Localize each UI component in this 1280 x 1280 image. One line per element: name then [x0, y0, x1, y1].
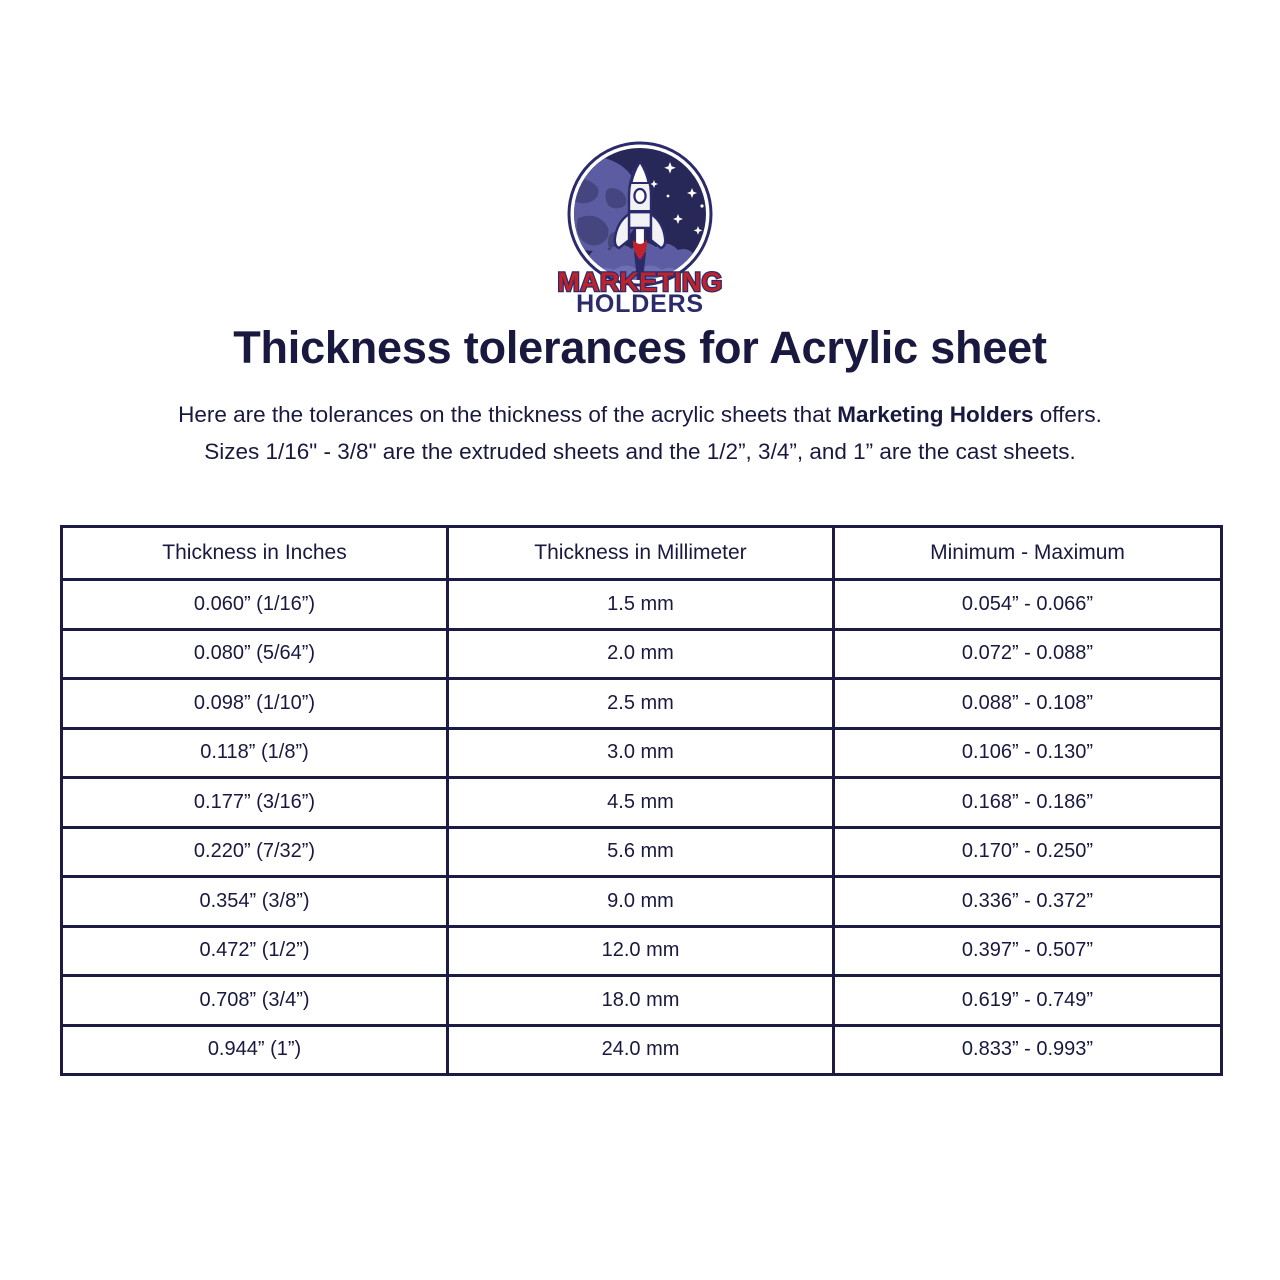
cell-min-max: 0.106” - 0.130”	[832, 726, 1223, 779]
cell-thickness-inches: 0.098” (1/10”)	[60, 677, 449, 730]
tolerance-table: Thickness in Inches Thickness in Millime…	[60, 525, 1223, 1076]
table-row: 0.098” (1/10”) 2.5 mm 0.088” - 0.108”	[60, 677, 1223, 730]
table-head: Thickness in Inches Thickness in Millime…	[60, 525, 1223, 581]
subtitle-line1-before: Here are the tolerances on the thickness…	[178, 402, 838, 427]
cell-thickness-millimeter: 18.0 mm	[446, 974, 835, 1027]
cell-thickness-inches: 0.354” (3/8”)	[60, 875, 449, 928]
page-title: Thickness tolerances for Acrylic sheet	[233, 322, 1047, 373]
cell-min-max: 0.168” - 0.186”	[832, 776, 1223, 829]
column-header-millimeter: Thickness in Millimeter	[446, 525, 835, 581]
page-subtitle: Here are the tolerances on the thickness…	[0, 396, 1280, 470]
cell-thickness-millimeter: 1.5 mm	[446, 578, 835, 631]
cell-min-max: 0.336” - 0.372”	[832, 875, 1223, 928]
cell-thickness-millimeter: 9.0 mm	[446, 875, 835, 928]
subtitle-line1-after: offers.	[1033, 402, 1102, 427]
cell-thickness-inches: 0.708” (3/4”)	[60, 974, 449, 1027]
cell-min-max: 0.054” - 0.066”	[832, 578, 1223, 631]
cell-thickness-millimeter: 3.0 mm	[446, 726, 835, 779]
cell-min-max: 0.619” - 0.749”	[832, 974, 1223, 1027]
subtitle-line-1: Here are the tolerances on the thickness…	[0, 396, 1280, 433]
column-header-min-max: Minimum - Maximum	[832, 525, 1223, 581]
table-header-row: Thickness in Inches Thickness in Millime…	[60, 525, 1223, 581]
tolerance-table-container: Thickness in Inches Thickness in Millime…	[60, 525, 1223, 1076]
cell-min-max: 0.170” - 0.250”	[832, 825, 1223, 878]
cell-thickness-inches: 0.080” (5/64”)	[60, 627, 449, 680]
cell-thickness-millimeter: 24.0 mm	[446, 1023, 835, 1076]
cell-min-max: 0.072” - 0.088”	[832, 627, 1223, 680]
brand-logo: MARKETING HOLDERS	[0, 138, 1280, 318]
svg-text:MARKETING: MARKETING	[557, 267, 722, 297]
cell-thickness-inches: 0.944” (1”)	[60, 1023, 449, 1076]
cell-min-max: 0.088” - 0.108”	[832, 677, 1223, 730]
table-row: 0.708” (3/4”) 18.0 mm 0.619” - 0.749”	[60, 974, 1223, 1027]
cell-thickness-inches: 0.060” (1/16”)	[60, 578, 449, 631]
subtitle-brand-emphasis: Marketing Holders	[837, 402, 1034, 427]
cell-thickness-inches: 0.118” (1/8”)	[60, 726, 449, 779]
cell-min-max: 0.833” - 0.993”	[832, 1023, 1223, 1076]
cell-thickness-millimeter: 2.0 mm	[446, 627, 835, 680]
cell-thickness-millimeter: 12.0 mm	[446, 924, 835, 977]
table-row: 0.472” (1/2”) 12.0 mm 0.397” - 0.507”	[60, 924, 1223, 977]
table-body: 0.060” (1/16”) 1.5 mm 0.054” - 0.066” 0.080…	[60, 578, 1223, 1076]
table-row: 0.944” (1”) 24.0 mm 0.833” - 0.993”	[60, 1023, 1223, 1076]
table-row: 0.060” (1/16”) 1.5 mm 0.054” - 0.066”	[60, 578, 1223, 631]
cell-thickness-millimeter: 5.6 mm	[446, 825, 835, 878]
table-row: 0.354” (3/8”) 9.0 mm 0.336” - 0.372”	[60, 875, 1223, 928]
cell-thickness-millimeter: 2.5 mm	[446, 677, 835, 730]
table-row: 0.118” (1/8”) 3.0 mm 0.106” - 0.130”	[60, 726, 1223, 779]
rocket-globe-logo-icon: MARKETING HOLDERS	[542, 140, 738, 316]
cell-min-max: 0.397” - 0.507”	[832, 924, 1223, 977]
subtitle-line-2: Sizes 1/16" - 3/8" are the extruded shee…	[204, 439, 1076, 464]
table-row: 0.220” (7/32”) 5.6 mm 0.170” - 0.250”	[60, 825, 1223, 878]
cell-thickness-inches: 0.472” (1/2”)	[60, 924, 449, 977]
column-header-inches: Thickness in Inches	[60, 525, 449, 581]
svg-text:HOLDERS: HOLDERS	[576, 290, 704, 316]
cell-thickness-inches: 0.220” (7/32”)	[60, 825, 449, 878]
cell-thickness-inches: 0.177” (3/16”)	[60, 776, 449, 829]
table-row: 0.080” (5/64”) 2.0 mm 0.072” - 0.088”	[60, 627, 1223, 680]
cell-thickness-millimeter: 4.5 mm	[446, 776, 835, 829]
table-row: 0.177” (3/16”) 4.5 mm 0.168” - 0.186”	[60, 776, 1223, 829]
